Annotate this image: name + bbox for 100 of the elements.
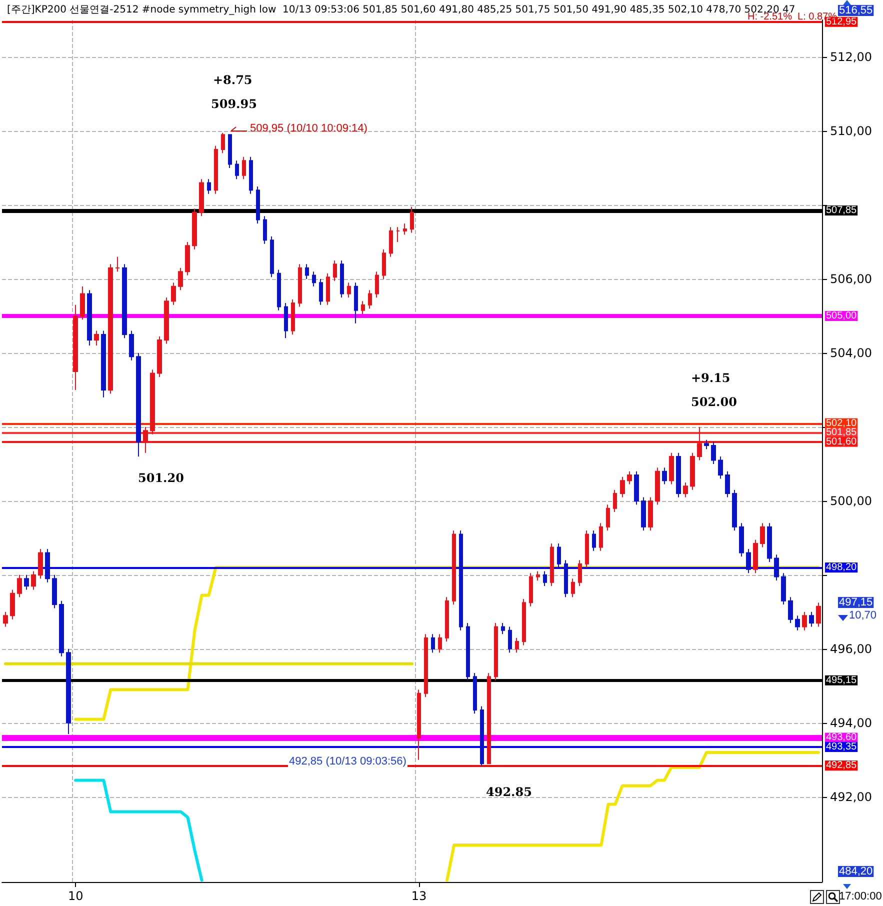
candlestick (529, 572, 533, 607)
candlestick (3, 611, 8, 628)
candlestick (115, 256, 120, 272)
candlestick (38, 548, 43, 580)
candlestick (795, 615, 800, 631)
ref-line-label: 502,10 (826, 418, 858, 429)
annotation: 509,95 (10/10 10:09:14) (250, 122, 368, 134)
candlestick (305, 264, 309, 280)
candlestick (157, 336, 162, 378)
candlestick (235, 160, 239, 180)
candlestick (382, 248, 386, 280)
candlestick (298, 264, 302, 308)
candlestick (101, 330, 106, 398)
candlestick (340, 260, 344, 298)
candlestick (87, 290, 92, 346)
y-tick-label: 500,00 (830, 494, 872, 508)
candlestick (767, 522, 772, 562)
candlestick (52, 574, 57, 609)
ref-line-label: 501,60 (826, 436, 858, 448)
candlestick (410, 206, 414, 234)
candlestick (613, 489, 617, 513)
candlestick (809, 611, 814, 628)
text: 484,20 (839, 866, 873, 878)
x-tick-label: 13 (411, 889, 427, 903)
candlestick (620, 476, 625, 498)
ref-line-label: 492,85 (826, 760, 858, 771)
candlestick (59, 600, 64, 657)
candlestick (277, 269, 281, 311)
candlestick (725, 470, 730, 498)
candlestick (143, 426, 148, 454)
candlestick (270, 236, 274, 278)
candlestick (564, 560, 568, 598)
candlestick (669, 452, 674, 485)
y-tick-label: 510,00 (830, 124, 872, 138)
candlestick (10, 589, 15, 620)
candlestick (207, 178, 211, 194)
candlestick (326, 272, 330, 306)
candlestick (129, 330, 134, 361)
candlestick (284, 302, 288, 339)
y-tick-label: 496,00 (830, 642, 872, 656)
candlestick (662, 467, 667, 485)
candlestick (515, 637, 519, 654)
candlestick (571, 578, 575, 598)
candlestick (648, 496, 653, 532)
candlestick (487, 672, 491, 764)
text: 10,70 (849, 610, 877, 622)
candlestick (249, 156, 253, 194)
candlestick (473, 672, 477, 714)
candlestick (676, 452, 681, 498)
ref-line-label: 498,20 (826, 562, 858, 574)
annotation: 509.95 (211, 97, 257, 111)
candlestick (347, 282, 351, 298)
candlestick (108, 264, 113, 394)
ref-line-label: 501,85 (826, 427, 858, 438)
candlestick (80, 286, 85, 320)
annotation: +9.15 (691, 371, 730, 385)
candlestick (354, 282, 358, 324)
candlestick (221, 132, 225, 154)
candlestick (312, 271, 316, 287)
candlestick (697, 426, 702, 461)
line-series (446, 751, 820, 882)
text: 497,15 (839, 596, 873, 608)
candlestick (753, 539, 758, 574)
candlestick (550, 542, 554, 587)
candlestick (66, 648, 71, 735)
candlestick (94, 330, 99, 346)
candlestick (164, 296, 169, 344)
candlestick (291, 298, 295, 335)
candlestick (185, 241, 190, 276)
text: 516,55 (839, 4, 873, 16)
candlestick (501, 622, 505, 635)
text: 17:00:00 (839, 890, 882, 902)
candlestick (263, 216, 267, 244)
candlestick (424, 634, 428, 698)
candlestick (683, 482, 688, 498)
candlestick (375, 271, 379, 298)
candlestick (319, 278, 323, 306)
candlestick (711, 441, 716, 464)
candlestick (171, 282, 176, 306)
annotation: 502.00 (691, 395, 737, 409)
annotation: 501.20 (138, 471, 184, 485)
ref-line-label: 505,00 (826, 310, 858, 322)
candlestick (508, 626, 512, 654)
candlestick (578, 560, 582, 587)
candlestick (361, 300, 365, 315)
candlestick (228, 134, 232, 168)
candlestick (431, 634, 435, 654)
candlestick (214, 145, 218, 194)
candlestick (634, 470, 639, 506)
candlestick (816, 602, 821, 628)
candlestick (494, 622, 498, 681)
candlestick (599, 522, 603, 552)
annotation: +8.75 (213, 73, 252, 87)
candlestick (606, 504, 610, 532)
candlestick (242, 156, 246, 180)
x-tick-label: 10 (68, 889, 84, 903)
candlestick (459, 530, 463, 631)
y-tick-label: 492,00 (830, 790, 872, 804)
candlestick (557, 542, 561, 568)
candlestick (760, 522, 765, 548)
